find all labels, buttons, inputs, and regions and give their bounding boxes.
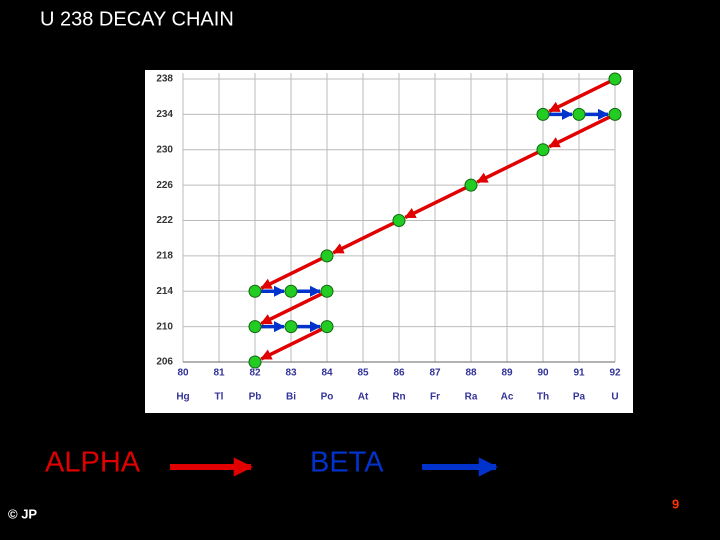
nuclide-point — [608, 107, 622, 121]
x-tick-label: 85 — [357, 368, 369, 379]
nuclide-point — [536, 143, 550, 157]
x-tick-label: 89 — [501, 368, 513, 379]
nuclide-point — [392, 214, 406, 227]
decay-arrow — [548, 115, 611, 149]
nuclide-point — [572, 107, 586, 121]
credit: © JP — [8, 506, 37, 521]
element-symbol: Pb — [249, 392, 262, 403]
element-symbol: At — [358, 392, 369, 403]
element-symbol: Tl — [215, 392, 224, 403]
element-symbol: Bi — [286, 392, 296, 403]
nuclide-point — [284, 284, 298, 298]
element-symbol: U — [611, 392, 618, 403]
x-tick-label: 90 — [537, 368, 549, 379]
nuclide-point — [608, 72, 622, 86]
y-tick-label: 226 — [156, 180, 173, 191]
x-tick-label: 86 — [393, 368, 405, 379]
nuclide-point — [464, 178, 478, 192]
y-tick-label: 234 — [156, 109, 173, 120]
y-tick-label: 230 — [156, 144, 173, 155]
x-tick-label: 82 — [249, 368, 261, 379]
element-symbol: Po — [321, 392, 334, 403]
plot-panel — [145, 70, 633, 413]
decay-arrow — [260, 327, 323, 361]
y-tick-label: 222 — [156, 215, 173, 226]
nuclide-point — [248, 284, 262, 298]
nuclide-point — [320, 284, 334, 298]
x-tick-label: 91 — [573, 368, 585, 379]
decay-arrow — [332, 221, 395, 255]
chart-title: U 238 DECAY CHAIN — [40, 8, 234, 30]
nuclide-point — [320, 249, 334, 263]
x-tick-label: 88 — [465, 368, 477, 379]
element-symbol: Fr — [430, 392, 440, 403]
nuclide-point — [284, 320, 298, 334]
x-tick-label: 92 — [609, 368, 621, 379]
nuclide-point — [320, 320, 334, 334]
legend-label: ALPHA — [45, 447, 141, 479]
y-tick-label: 238 — [156, 74, 173, 85]
legend-label: BETA — [310, 447, 384, 479]
decay-arrow — [260, 292, 323, 326]
page-number: 9 — [672, 496, 679, 511]
element-symbol: Th — [537, 392, 549, 403]
element-symbol: Rn — [392, 392, 405, 403]
x-tick-label: 87 — [429, 368, 441, 379]
nuclide-point — [248, 320, 262, 334]
y-tick-label: 210 — [156, 321, 173, 332]
element-symbol: Ac — [501, 392, 514, 403]
element-symbol: Hg — [176, 392, 189, 403]
x-tick-label: 84 — [321, 368, 333, 379]
decay-arrow — [404, 186, 467, 219]
nuclide-point — [248, 355, 262, 369]
x-tick-label: 80 — [177, 368, 189, 379]
decay-arrow — [476, 150, 539, 184]
y-tick-label: 206 — [156, 357, 173, 368]
y-tick-label: 218 — [156, 251, 173, 262]
y-tick-label: 214 — [156, 286, 173, 297]
nuclide-point — [536, 107, 550, 121]
x-tick-label: 81 — [213, 368, 225, 379]
decay-arrow — [548, 80, 611, 113]
element-symbol: Ra — [465, 392, 478, 403]
decay-arrow — [260, 256, 323, 290]
element-symbol: Pa — [573, 392, 586, 403]
x-tick-label: 83 — [285, 368, 297, 379]
